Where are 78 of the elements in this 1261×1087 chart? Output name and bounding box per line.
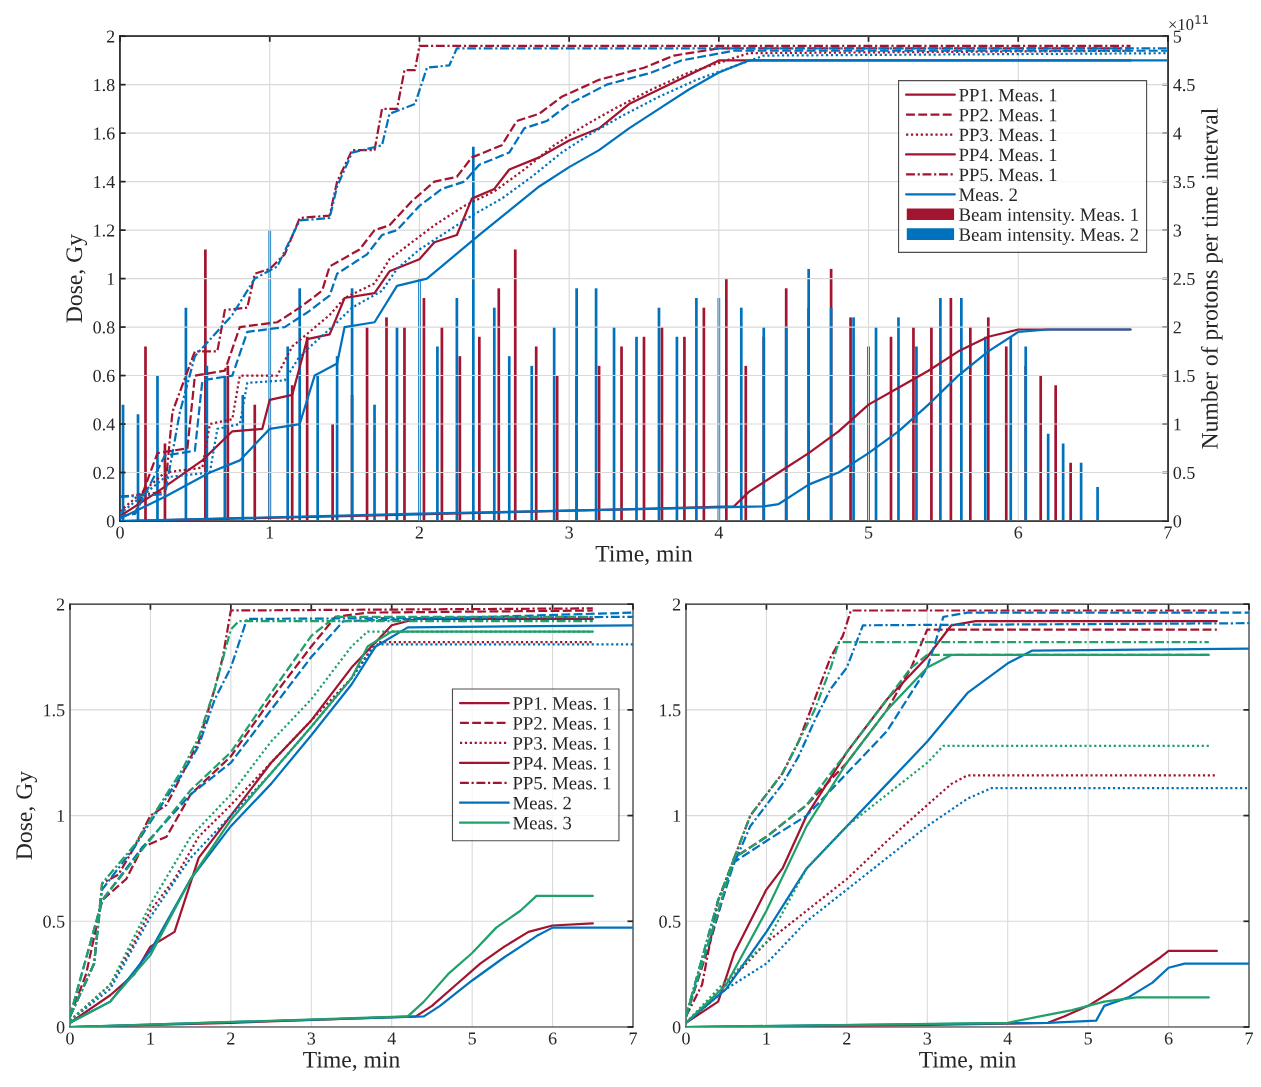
- y2-tick-label: 3: [1173, 224, 1182, 237]
- legend-label: PP4. Meas. 1: [959, 148, 1057, 162]
- legend-label: PP2. Meas. 1: [959, 108, 1057, 122]
- x-tick-label: 6: [1164, 1032, 1173, 1045]
- y-tick-label: 0: [672, 1021, 681, 1034]
- x-tick-label: 7: [1245, 1032, 1254, 1045]
- legend-label: Beam intensity. Meas. 2: [959, 228, 1139, 245]
- x-axis-title: Time, min: [303, 1051, 400, 1072]
- legend-label: PP1. Meas. 1: [513, 697, 611, 710]
- y-tick-label: 2: [56, 598, 65, 611]
- y2-tick-label: 2.5: [1173, 272, 1195, 286]
- x-tick-label: 6: [548, 1032, 557, 1045]
- y2-tick-label: 4.5: [1173, 79, 1195, 92]
- legend-label: PP3. Meas. 1: [513, 737, 611, 750]
- x-tick-label: 2: [227, 1032, 235, 1045]
- y2-tick-label: 3.5: [1173, 175, 1195, 189]
- y-tick-label: 1: [673, 809, 681, 822]
- x-tick-label: 0: [682, 1032, 690, 1045]
- y2-tick-label: 0.5: [1173, 466, 1195, 480]
- x-tick-label: 5: [865, 526, 873, 539]
- x-tick-label: 0: [116, 526, 124, 539]
- x-tick-label: 6: [1014, 526, 1023, 539]
- y-tick-label: 1.8: [94, 78, 115, 92]
- x-tick-label: 3: [307, 1032, 316, 1045]
- y-tick-label: 1.4: [94, 175, 115, 189]
- y-axis-title: Dose, Gy: [66, 234, 88, 323]
- x-tick-label: 7: [629, 1032, 638, 1045]
- y-tick-label: 0.4: [93, 418, 115, 431]
- x-tick-label: 5: [1084, 1032, 1092, 1045]
- x-tick-label: 4: [1003, 1032, 1012, 1045]
- x-axis-title: Time, min: [919, 1051, 1016, 1072]
- x-tick-label: 7: [1164, 526, 1172, 539]
- legend-label: PP5. Meas. 1: [513, 776, 611, 790]
- legend-label: Meas. 2: [959, 188, 1017, 202]
- x-tick-label: 2: [415, 526, 423, 539]
- legend-label: Meas. 3: [513, 816, 572, 830]
- y2-tick-label: 4: [1173, 127, 1182, 140]
- x-tick-label: 5: [468, 1032, 476, 1045]
- y-tick-label: 0.5: [43, 915, 65, 928]
- y-tick-label: 1: [107, 272, 115, 285]
- y-tick-label: 0.8: [93, 321, 115, 334]
- legend-label: Meas. 2: [513, 796, 571, 810]
- x-tick-label: 2: [843, 1032, 851, 1045]
- y-tick-label: 0.6: [93, 369, 115, 383]
- x-tick-label: 1: [763, 1032, 770, 1045]
- y2-tick-label: 0: [1173, 515, 1182, 528]
- y-tick-label: 0.2: [93, 466, 115, 480]
- y2-tick-label: 1.5: [1174, 369, 1195, 383]
- y-tick-label: 1.2: [94, 224, 115, 237]
- y2-tick-label: 5: [1173, 30, 1182, 43]
- y-axis-title: Dose, Gy: [16, 771, 37, 860]
- legend-label: PP5. Meas. 1: [959, 168, 1057, 182]
- x-tick-label: 1: [266, 526, 274, 539]
- y2-tick-label: 1: [1174, 418, 1181, 431]
- x-tick-label: 4: [387, 1032, 396, 1045]
- legend-label: Beam intensity. Meas. 1: [959, 208, 1138, 225]
- y-tick-label: 2: [106, 30, 115, 43]
- y2-tick-label: 2: [1173, 321, 1181, 334]
- x-tick-label: 1: [147, 1032, 154, 1045]
- x-tick-label: 0: [66, 1032, 74, 1045]
- legend-label: PP4. Meas. 1: [513, 757, 611, 770]
- y-tick-label: 1.5: [660, 704, 681, 717]
- x-tick-label: 3: [565, 526, 573, 539]
- y-tick-label: 1.5: [44, 704, 65, 717]
- text: ×10$^{11}$: [1169, 15, 1208, 31]
- y-tick-label: 0: [106, 515, 115, 528]
- x-axis-title: Time, min: [595, 545, 693, 566]
- y-tick-label: 0.5: [659, 915, 681, 928]
- legend-label: PP1. Meas. 1: [959, 88, 1057, 102]
- y-tick-label: 0: [56, 1021, 65, 1034]
- y-tick-label: 1.6: [94, 127, 115, 140]
- y2-axis-title: Number of protons per time interval: [1200, 108, 1223, 449]
- legend-label: PP3. Meas. 1: [959, 128, 1057, 142]
- y-tick-label: 2: [672, 598, 681, 611]
- x-tick-label: 3: [923, 1032, 932, 1045]
- y-tick-label: 1: [57, 809, 65, 822]
- x-tick-label: 4: [714, 526, 724, 539]
- legend-label: PP2. Meas. 1: [513, 717, 611, 730]
